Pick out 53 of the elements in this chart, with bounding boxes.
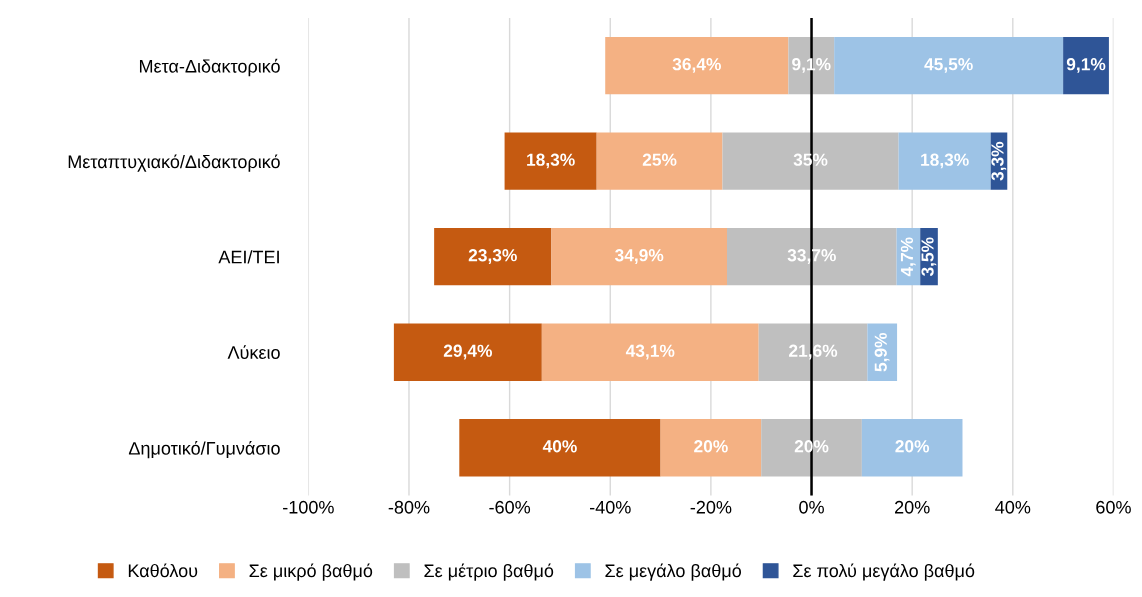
bar <box>1063 37 1109 95</box>
bar <box>434 228 552 286</box>
x-tick-label: -100% <box>283 500 334 514</box>
y-tick-label: Μεταπτυχιακό/Διδακτορικό <box>68 154 280 172</box>
x-tick-label: -60% <box>489 500 531 514</box>
data-label: 40% <box>542 440 577 453</box>
data-label: 18,3% <box>527 153 575 169</box>
data-label: 3,3% <box>991 141 1007 181</box>
data-label: 25% <box>642 153 677 166</box>
data-label: 5,9% <box>874 332 890 372</box>
legend-label: Σε μικρό βαθμό <box>249 563 373 581</box>
bar <box>605 37 789 95</box>
bar <box>758 323 868 381</box>
bar <box>761 419 862 477</box>
data-label: 4,7% <box>900 237 916 277</box>
bar <box>727 228 897 286</box>
x-tick-label: -20% <box>690 500 732 514</box>
data-label: 34,9% <box>614 249 664 264</box>
legend-label: Σε μεγάλο βαθμό <box>605 563 741 581</box>
bar <box>504 132 597 190</box>
bar <box>541 323 759 381</box>
bar <box>722 132 899 190</box>
bar <box>393 323 542 381</box>
data-label: 23,3% <box>468 249 517 264</box>
data-label: 20% <box>694 440 728 453</box>
data-label: 3,5% <box>921 237 937 277</box>
y-tick-label: Λύκειο <box>227 345 280 359</box>
legend-label: Σε μέτριο βαθμό <box>424 563 554 581</box>
data-label: 36,4% <box>672 58 721 73</box>
x-tick-label: -40% <box>589 500 631 514</box>
bar <box>660 419 762 477</box>
bar <box>596 132 723 190</box>
legend-label: Σε πολύ μεγάλο βαθμό <box>793 563 975 581</box>
x-tick-label: 20% <box>895 500 930 514</box>
x-tick-label: 40% <box>995 500 1031 514</box>
bar <box>898 132 991 190</box>
y-tick-label: ΑΕΙ/ΤΕΙ <box>218 250 279 264</box>
x-tick-label: 60% <box>1096 500 1131 514</box>
y-tick-label: Μετα-Διδακτορικό <box>139 58 280 77</box>
y-tick-label: Δημοτικό/Γυμνάσιο <box>128 440 280 459</box>
x-tick-label: -80% <box>388 500 430 514</box>
bar <box>459 419 661 477</box>
data-label: 18,3% <box>921 153 969 169</box>
data-label: 43,1% <box>625 344 675 360</box>
data-label: 45,5% <box>924 58 973 73</box>
data-label: 29,4% <box>443 344 493 360</box>
data-label: 9,1% <box>1066 58 1106 73</box>
data-label: 20% <box>895 440 930 453</box>
bar <box>861 419 963 477</box>
x-tick-label: 0% <box>799 500 824 514</box>
bar <box>551 228 727 286</box>
legend-label: Καθόλου <box>128 563 198 578</box>
bar <box>834 37 1064 95</box>
